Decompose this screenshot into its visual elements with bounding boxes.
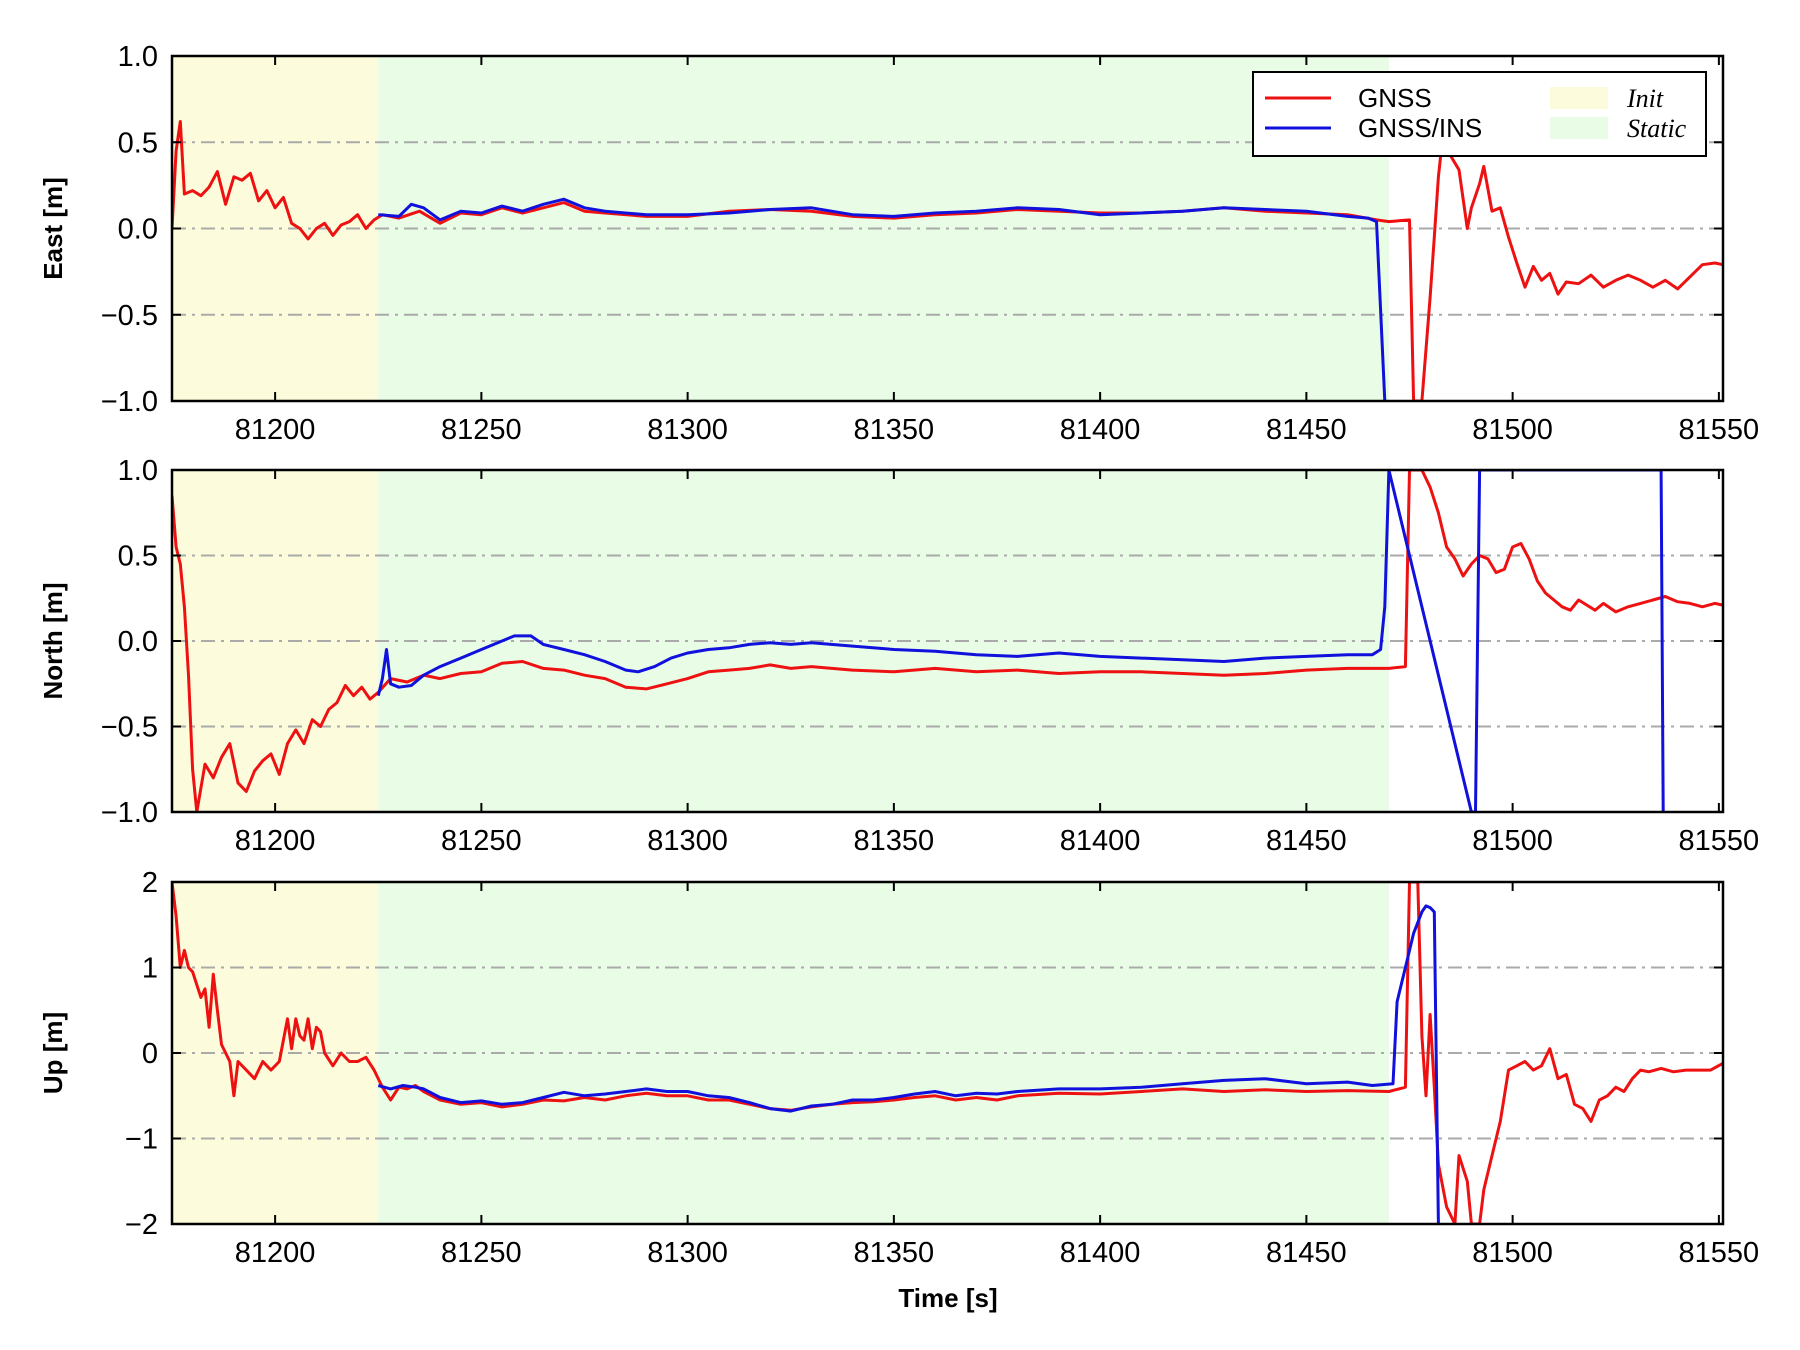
series-line-gnss-ins-2 [376, 470, 1665, 812]
x-tick-label: 81300 [647, 414, 728, 446]
y-tick-label: −0.5 [101, 712, 158, 744]
x-tick-label: 81550 [1679, 1237, 1760, 1269]
y-axis-label: North [m] [38, 583, 68, 700]
y-tick-label: 0.0 [118, 214, 158, 246]
y-tick-label: 0.5 [118, 541, 158, 573]
x-tick-label: 81400 [1060, 825, 1141, 857]
y-tick-label: 0 [142, 1038, 158, 1070]
y-axis-label: Up [m] [38, 1012, 68, 1094]
x-tick-label: 81450 [1266, 1237, 1347, 1269]
x-tick-label: 81250 [441, 1237, 522, 1269]
x-tick-label: 81200 [235, 414, 316, 446]
legend-label-init: Init [1626, 84, 1664, 113]
y-tick-label: −2 [125, 1209, 158, 1241]
y-tick-label: 1 [142, 953, 158, 985]
x-tick-label: 81400 [1060, 414, 1141, 446]
x-tick-label: 81250 [441, 414, 522, 446]
y-tick-label: −1 [125, 1124, 158, 1156]
y-tick-label: −1.0 [101, 797, 158, 829]
series-line-gnss-2 [172, 470, 1723, 812]
legend-label-gnss-ins: GNSS/INS [1358, 113, 1482, 143]
x-tick-label: 81200 [235, 825, 316, 857]
x-tick-label: 81500 [1472, 414, 1553, 446]
x-tick-label: 81550 [1679, 825, 1760, 857]
x-tick-label: 81250 [441, 825, 522, 857]
x-tick-label: 81450 [1266, 414, 1347, 446]
panel-3: 81200 81250 81300 81350 81400 81450 81500 81550… [38, 867, 1759, 1269]
y-tick-label: 1.0 [118, 455, 158, 487]
x-tick-label: 81500 [1472, 1237, 1553, 1269]
x-tick-label: 81350 [854, 1237, 935, 1269]
series-line-gnss-ins-3 [377, 904, 1440, 1224]
panel-1: 81200 81250 81300 81350 81400 81450 81500 81550… [38, 41, 1759, 446]
x-tick-label: 81350 [854, 414, 935, 446]
legend-swatch-init [1550, 87, 1608, 109]
series-line-gnss-1 [172, 120, 1723, 401]
y-tick-label: 0.5 [118, 127, 158, 159]
x-tick-label: 81200 [235, 1237, 316, 1269]
legend-label-gnss: GNSS [1358, 83, 1432, 113]
legend-label-static: Static [1627, 114, 1687, 143]
legend-swatch-static [1550, 117, 1608, 139]
x-tick-label: 81450 [1266, 825, 1347, 857]
x-tick-label: 81500 [1472, 825, 1553, 857]
x-tick-label: 81300 [647, 1237, 728, 1269]
y-tick-label: 1.0 [118, 41, 158, 73]
y-tick-label: −0.5 [101, 300, 158, 332]
x-tick-label: 81300 [647, 825, 728, 857]
y-axis-label: East [m] [38, 177, 68, 280]
y-tick-label: 0.0 [118, 626, 158, 658]
series-line-gnss-ins-1 [378, 197, 1387, 401]
panel-2: 81200 81250 81300 81350 81400 81450 81500 81550… [38, 455, 1759, 857]
x-tick-label: 81400 [1060, 1237, 1141, 1269]
x-axis-label: Time [s] [898, 1283, 997, 1313]
y-tick-label: −1.0 [101, 386, 158, 418]
x-tick-label: 81350 [854, 825, 935, 857]
y-tick-label: 2 [142, 867, 158, 899]
x-tick-label: 81550 [1679, 414, 1760, 446]
